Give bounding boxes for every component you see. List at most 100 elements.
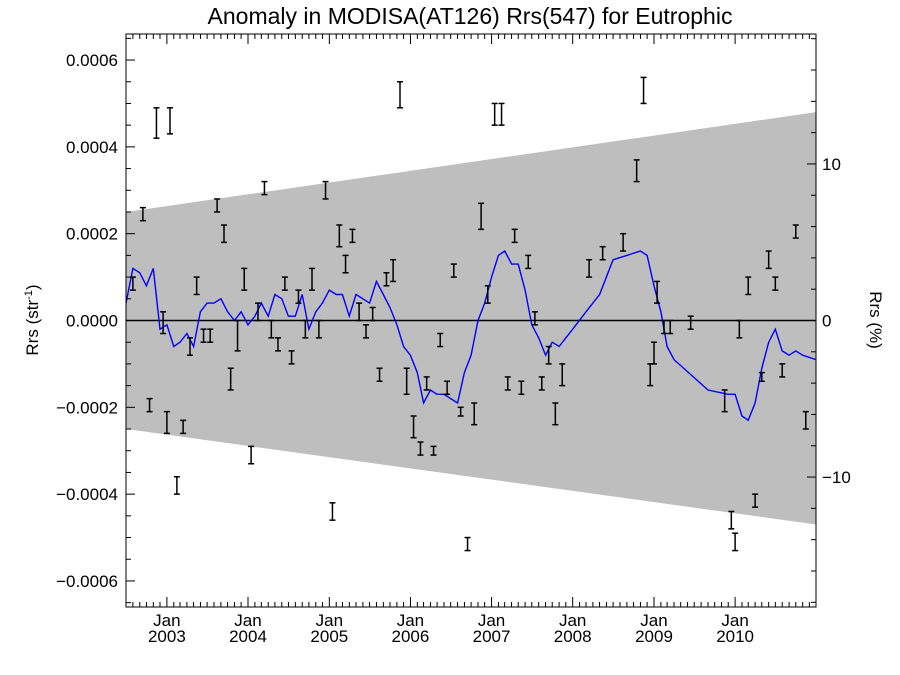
observation-errorbar [146, 397, 153, 413]
observation-errorbar [552, 402, 559, 426]
observation-errorbar [728, 510, 735, 530]
observation-errorbar [349, 228, 356, 244]
observation-errorbar [288, 350, 295, 365]
y-tick-label: −0.0006 [56, 572, 118, 591]
observation-errorbar [498, 102, 505, 126]
observation-errorbar [234, 319, 241, 352]
observation-errorbar [478, 202, 485, 231]
observation-errorbar [139, 206, 146, 222]
observation-errorbar [376, 367, 383, 383]
observation-errorbar [423, 376, 430, 391]
x-tick-label-month: Jan [640, 611, 667, 630]
observation-errorbar [268, 319, 275, 339]
y-tick-label: −0.0004 [56, 485, 118, 504]
observation-errorbar [295, 289, 302, 304]
observation-errorbar [403, 367, 410, 396]
observation-errorbar [390, 258, 397, 283]
x-tick-label-month: Jan [153, 611, 180, 630]
observation-errorbar [417, 441, 424, 456]
observation-errorbar [586, 258, 593, 278]
observation-errorbar [758, 371, 765, 383]
y-tick-label: 0.0004 [66, 138, 118, 157]
observation-errorbar [336, 224, 343, 248]
observation-errorbar [772, 276, 779, 291]
observation-errorbar [525, 254, 532, 270]
observation-errorbar [667, 319, 674, 335]
observation-errorbar [261, 180, 268, 196]
observation-errorbar [511, 228, 518, 244]
y-tick-label: 0.0002 [66, 225, 118, 244]
observation-errorbar [410, 415, 417, 439]
x-tick-label-year: 2004 [229, 627, 267, 646]
chart-title: Anomaly in MODISA(AT126) Rrs(547) for Eu… [208, 3, 733, 29]
x-tick-label-year: 2006 [392, 627, 430, 646]
observation-errorbar [457, 406, 464, 417]
observation-errorbar [687, 315, 694, 330]
observation-errorbar [559, 363, 566, 387]
observation-errorbar [538, 376, 545, 391]
observation-errorbar [363, 324, 369, 339]
observation-errorbar [207, 328, 214, 343]
observation-errorbar [545, 345, 552, 365]
observation-errorbar [732, 532, 739, 552]
x-tick-label-year: 2009 [635, 627, 673, 646]
observation-errorbar [491, 102, 498, 126]
observation-errorbar [651, 341, 657, 365]
y-tick-label: 0.0006 [66, 51, 118, 70]
observation-errorbar [397, 81, 403, 109]
y-axis-label: Rrs (str-1) [23, 284, 42, 355]
observation-errorbar [444, 380, 451, 396]
observation-errorbar [248, 445, 255, 465]
observation-errorbar [167, 107, 173, 135]
observation-errorbar [275, 337, 281, 352]
observation-errorbar [752, 493, 759, 508]
observation-errorbar [153, 107, 160, 139]
y-tick-label: 0.0000 [66, 312, 118, 331]
observation-errorbar [765, 250, 772, 270]
observation-errorbar [193, 276, 200, 296]
observation-errorbar [356, 302, 363, 322]
x-tick-label-month: Jan [559, 611, 586, 630]
observation-errorbar [430, 445, 437, 456]
observation-errorbar [342, 254, 349, 274]
observation-errorbar [200, 328, 207, 343]
observation-errorbar [315, 319, 322, 339]
observation-errorbar [464, 536, 471, 552]
observation-errorbar [322, 180, 329, 200]
observation-errorbar [255, 302, 261, 322]
uncertainty-band [126, 112, 816, 525]
observation-errorbar [620, 232, 627, 252]
observation-errorbar [329, 502, 336, 521]
observation-errorbar [471, 402, 478, 426]
observation-errorbar [173, 476, 180, 495]
observation-errorbar [745, 276, 752, 296]
x-tick-label-month: Jan [478, 611, 505, 630]
observation-errorbar [241, 267, 248, 291]
y2-axis-label: Rrs (%) [866, 291, 885, 349]
observation-errorbar [309, 267, 315, 291]
observation-errorbar [163, 410, 170, 435]
observation-errorbar [187, 337, 193, 356]
observation-errorbar [214, 198, 221, 213]
x-tick-label-month: Jan [316, 611, 343, 630]
observation-errorbar [779, 363, 786, 378]
x-tick-label-year: 2005 [310, 627, 348, 646]
observation-errorbar [369, 306, 376, 322]
observation-errorbar [661, 319, 667, 335]
y2-tick-label: −10 [822, 468, 851, 487]
observation-errorbar [721, 389, 728, 413]
observation-errorbar [302, 319, 309, 339]
y-tick-label: −0.0002 [56, 398, 118, 417]
observation-errorbar [383, 272, 390, 287]
observation-errorbar [180, 419, 187, 435]
observation-errorbar [792, 224, 799, 239]
x-tick-label-month: Jan [721, 611, 748, 630]
observation-errorbar [221, 224, 227, 244]
observation-errorbar [640, 76, 647, 105]
observation-errorbar [599, 245, 606, 261]
observation-errorbar [450, 263, 457, 278]
observation-errorbar [227, 367, 234, 391]
x-tick-label-year: 2010 [716, 627, 754, 646]
smoothed-series-line [126, 249, 816, 422]
